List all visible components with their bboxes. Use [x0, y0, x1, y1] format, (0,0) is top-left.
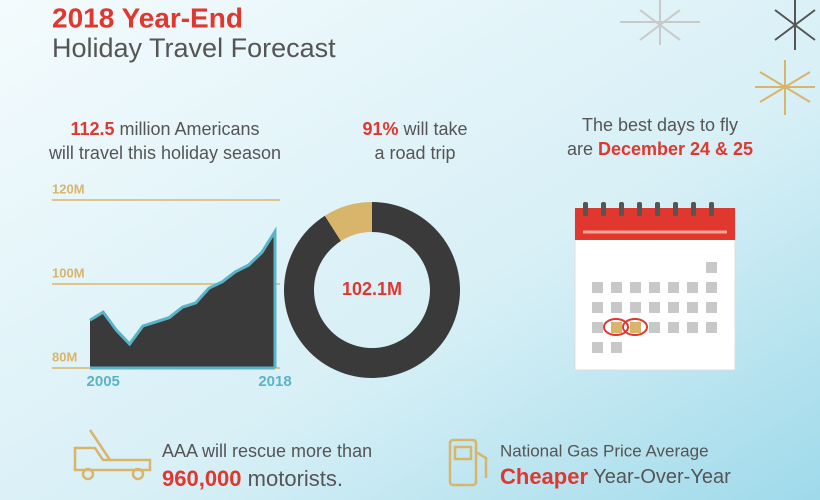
stat-text: are	[567, 139, 593, 159]
donut-center-label: 102.1M	[342, 279, 402, 299]
calendar-ring	[691, 202, 696, 216]
calendar-day	[706, 302, 717, 313]
title: 2018 Year-End	[52, 2, 243, 33]
calendar-day	[592, 342, 603, 353]
x-tick-label: 2005	[87, 373, 120, 390]
calendar-day	[687, 282, 698, 293]
calendar-day	[649, 282, 660, 293]
footer-highlight: 960,000	[162, 466, 242, 491]
stat-text: 91% will take	[362, 119, 467, 139]
calendar-ring	[601, 202, 606, 216]
stat-text: are December 24 & 25	[567, 139, 753, 159]
footer-text: AAA will rescue more than	[162, 441, 372, 461]
calendar-ring	[673, 202, 678, 216]
calendar-day	[592, 282, 603, 293]
footer-highlight: Cheaper	[500, 464, 588, 489]
calendar-day	[706, 282, 717, 293]
calendar-day	[706, 322, 717, 333]
calendar-day	[687, 322, 698, 333]
calendar-day	[611, 342, 622, 353]
footer-text: Cheaper Year-Over-Year	[500, 464, 731, 489]
calendar-ring	[583, 202, 588, 216]
calendar-day	[668, 322, 679, 333]
calendar-day	[668, 282, 679, 293]
stat-text: will take	[403, 119, 468, 139]
x-tick-label: 2018	[258, 373, 291, 390]
stat-text: a road trip	[374, 143, 455, 163]
gas-pump-icon	[448, 438, 488, 487]
calendar-day	[630, 322, 641, 333]
calendar-day	[630, 302, 641, 313]
footer-text: motorists.	[248, 466, 343, 491]
calendar-day	[592, 322, 603, 333]
calendar-day	[611, 322, 622, 333]
calendar-day	[611, 302, 622, 313]
footer-text: 960,000 motorists.	[162, 466, 343, 491]
stat-highlight: 112.5	[70, 119, 114, 139]
calendar-ring	[709, 202, 714, 216]
subtitle: Holiday Travel Forecast	[52, 33, 336, 63]
calendar-ring	[655, 202, 660, 216]
calendar	[574, 202, 736, 371]
footer-text: Year-Over-Year	[593, 466, 731, 488]
area-edge	[89, 226, 277, 368]
calendar-day	[668, 302, 679, 313]
calendar-day	[630, 282, 641, 293]
y-tick-label: 100M	[52, 265, 85, 280]
calendar-day	[592, 302, 603, 313]
footer-text: National Gas Price Average	[500, 441, 709, 460]
calendar-circle	[603, 318, 629, 336]
area	[90, 231, 275, 368]
y-tick-label: 80M	[52, 349, 77, 364]
y-tick-label: 120M	[52, 181, 85, 196]
calendar-ring	[619, 202, 624, 216]
stat-highlight: 91%	[362, 119, 398, 139]
calendar-circle	[622, 318, 648, 336]
donut-slice	[283, 202, 460, 378]
stat-text: million Americans	[120, 119, 260, 139]
calendar-day	[649, 322, 660, 333]
stat-text: will travel this holiday season	[48, 143, 281, 163]
calendar-day	[706, 262, 717, 273]
calendar-day	[649, 302, 660, 313]
stat-text: The best days to fly	[582, 115, 738, 135]
calendar-ring	[637, 202, 642, 216]
calendar-day	[611, 282, 622, 293]
snowflakes	[620, 0, 816, 115]
donut-slice	[324, 202, 372, 242]
stat-highlight: December 24 & 25	[598, 139, 753, 159]
tow-truck-icon	[73, 429, 152, 481]
stat-text: 112.5 million Americans	[70, 119, 259, 139]
calendar-day	[687, 302, 698, 313]
